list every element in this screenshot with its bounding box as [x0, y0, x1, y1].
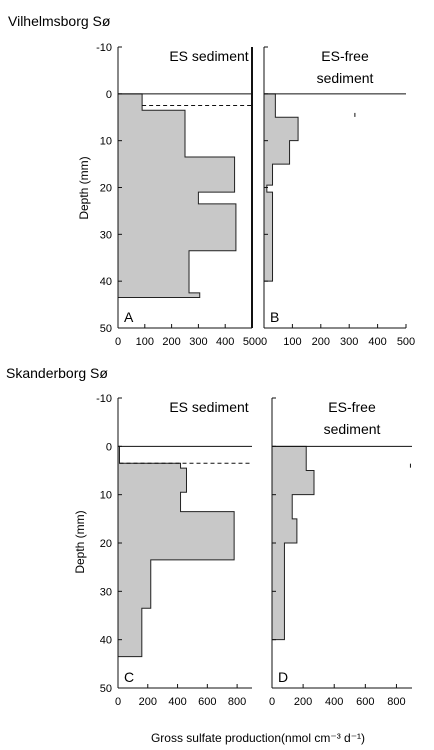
y-tick-label: 40 — [100, 635, 112, 647]
x-tick-label: 0 — [269, 696, 275, 708]
x-tick-label: 0 — [115, 696, 121, 708]
profile-area — [117, 93, 237, 299]
x-tick-label: 0 — [261, 336, 267, 348]
y-tick-label: 40 — [100, 276, 112, 288]
panel-d: 0 200 400 600 800 ES-free sediment D — [269, 397, 412, 708]
y-tick-label: -10 — [96, 42, 112, 54]
profile-area — [271, 445, 315, 641]
y-tick-label: 0 — [106, 441, 112, 453]
x-tick-label: 100 — [283, 336, 301, 348]
panel-title: sediment — [317, 70, 374, 86]
x-tick-label: 400 — [368, 336, 386, 348]
y-axis-title-bottom: Depth (mm) — [73, 510, 87, 573]
panel-title: ES-free — [328, 399, 376, 415]
panel-letter: B — [270, 309, 279, 325]
y-tick-label: 30 — [100, 229, 112, 241]
y-tick-label: 20 — [100, 183, 112, 195]
panel-title: sediment — [324, 421, 381, 437]
x-tick-label: 200 — [294, 696, 312, 708]
x-tick-label: 300 — [189, 336, 207, 348]
x-tick-label: 200 — [139, 696, 157, 708]
x-tick-label: 800 — [228, 696, 246, 708]
panel-title: ES-free — [321, 48, 369, 64]
profile-area — [117, 445, 235, 658]
panel-a: 0 100 200 300 400 500 -10 0 10 20 30 40 50 ES sedimen… — [96, 42, 261, 348]
y-tick-label: 0 — [106, 89, 112, 101]
y-tick-label: -10 — [96, 393, 112, 405]
panel-b: 0 100 200 300 400 500 ES-free sediment B — [261, 46, 415, 348]
x-tick-label: 100 — [136, 336, 154, 348]
x-tick-label: 0 — [115, 336, 121, 348]
x-tick-label: 500 — [243, 336, 261, 348]
profile-area — [263, 93, 299, 282]
y-axis-title-top: Depth (mm) — [77, 156, 91, 219]
panel-title: ES sediment — [169, 48, 248, 64]
x-tick-label: 200 — [162, 336, 180, 348]
y-tick-label: 20 — [100, 538, 112, 550]
panel-letter: C — [124, 669, 134, 685]
site-title-top: Vilhelmsborg Sø — [8, 13, 111, 29]
x-tick-label: 300 — [340, 336, 358, 348]
panel-letter: D — [278, 669, 288, 685]
x-tick-label: 500 — [397, 336, 415, 348]
panel-c: 0 200 400 600 800 -10 0 10 20 30 40 50 ES sediment C — [96, 393, 252, 708]
site-title-bottom: Skanderborg Sø — [6, 365, 108, 381]
panel-letter: A — [124, 309, 134, 325]
y-tick-label: 30 — [100, 586, 112, 598]
x-tick-label: 600 — [198, 696, 216, 708]
x-tick-label: 800 — [387, 696, 405, 708]
y-tick-label: 10 — [100, 136, 112, 148]
x-tick-label: 600 — [356, 696, 374, 708]
y-tick-label: 50 — [100, 683, 112, 695]
x-tick-label: 400 — [216, 336, 234, 348]
panel-title: ES sediment — [169, 399, 248, 415]
y-tick-label: 10 — [100, 490, 112, 502]
y-tick-label: 50 — [100, 323, 112, 335]
x-axis-title: Gross sulfate production(nmol cm⁻³ d⁻¹) — [151, 731, 365, 745]
x-tick-label: 400 — [168, 696, 186, 708]
x-tick-label: 200 — [312, 336, 330, 348]
x-tick-label: 400 — [325, 696, 343, 708]
